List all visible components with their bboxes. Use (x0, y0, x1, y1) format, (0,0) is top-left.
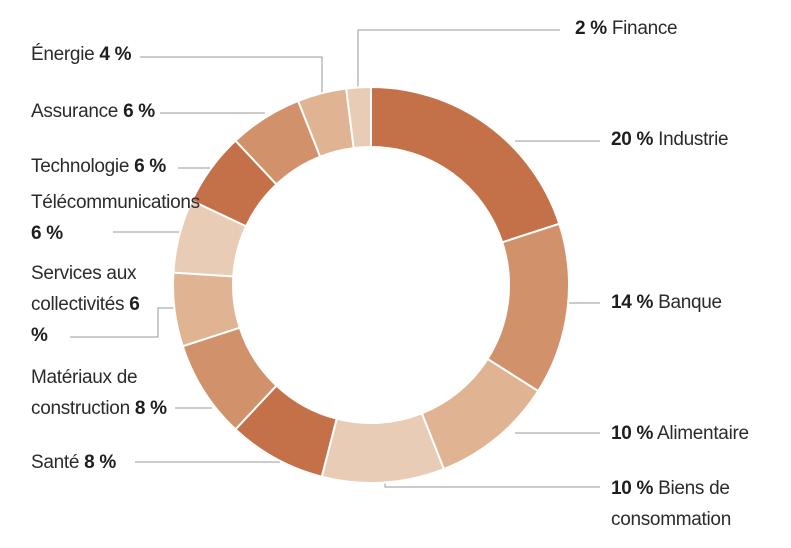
label-industrie: 20 % Industrie (611, 124, 729, 155)
label-technologie: Technologie 6 % (31, 151, 166, 182)
name-alimentaire: Alimentaire (657, 423, 749, 444)
value-industrie: 20 % (611, 129, 654, 150)
leader-line-finance (357, 29, 560, 87)
value-finance: 2 % (575, 18, 607, 39)
name-finance: Finance (611, 18, 678, 39)
label-services-aux-collectivites: Services aux collectivités 6 % (31, 258, 156, 351)
label-alimentaire: 10 % Alimentaire (611, 418, 749, 449)
label-finance: 2 % Finance (575, 13, 678, 44)
name-industrie: Industrie (658, 129, 729, 150)
name-technologie: Technologie (31, 156, 130, 177)
label-biens-de-consommation: 10 % Biens de consommation (611, 473, 781, 535)
slice-industrie (370, 85, 561, 244)
value-sante: 8 % (84, 452, 116, 473)
value-alimentaire: 10 % (611, 423, 654, 444)
label-energie: Énergie 4 % (31, 39, 132, 70)
name-energie: Énergie (31, 44, 95, 65)
value-services-aux-collectivites: 6 % (31, 294, 140, 346)
name-banque: Banque (658, 292, 722, 313)
label-assurance: Assurance 6 % (31, 96, 155, 127)
leader-line-services-aux-collectivites (70, 307, 176, 338)
name-assurance: Assurance (31, 101, 119, 122)
label-materiaux-de-construction: Matériaux de construction 8 % (31, 362, 176, 424)
label-sante: Santé 8 % (31, 447, 116, 478)
name-services-aux-collectivites: Services aux collectivités (31, 263, 137, 315)
leader-line-energie (140, 56, 323, 93)
name-materiaux-de-construction: Matériaux de construction (31, 367, 138, 419)
value-technologie: 6 % (134, 156, 166, 177)
name-telecommunications: Télécommunications (31, 192, 200, 213)
label-banque: 14 % Banque (611, 287, 722, 318)
value-telecommunications: 6 % (31, 223, 63, 244)
name-sante: Santé (31, 452, 80, 473)
name-biens-de-consommation: Biens de consommation (611, 478, 731, 530)
slice-finance (345, 85, 372, 150)
slice-biens-de-consommation (320, 412, 446, 484)
value-energie: 4 % (99, 44, 132, 65)
label-telecommunications: Télécommunications 6 % (31, 187, 200, 249)
value-materiaux-de-construction: 8 % (134, 398, 167, 419)
value-biens-de-consommation: 10 % (611, 478, 654, 499)
value-assurance: 6 % (123, 101, 155, 122)
value-banque: 14 % (611, 292, 654, 313)
